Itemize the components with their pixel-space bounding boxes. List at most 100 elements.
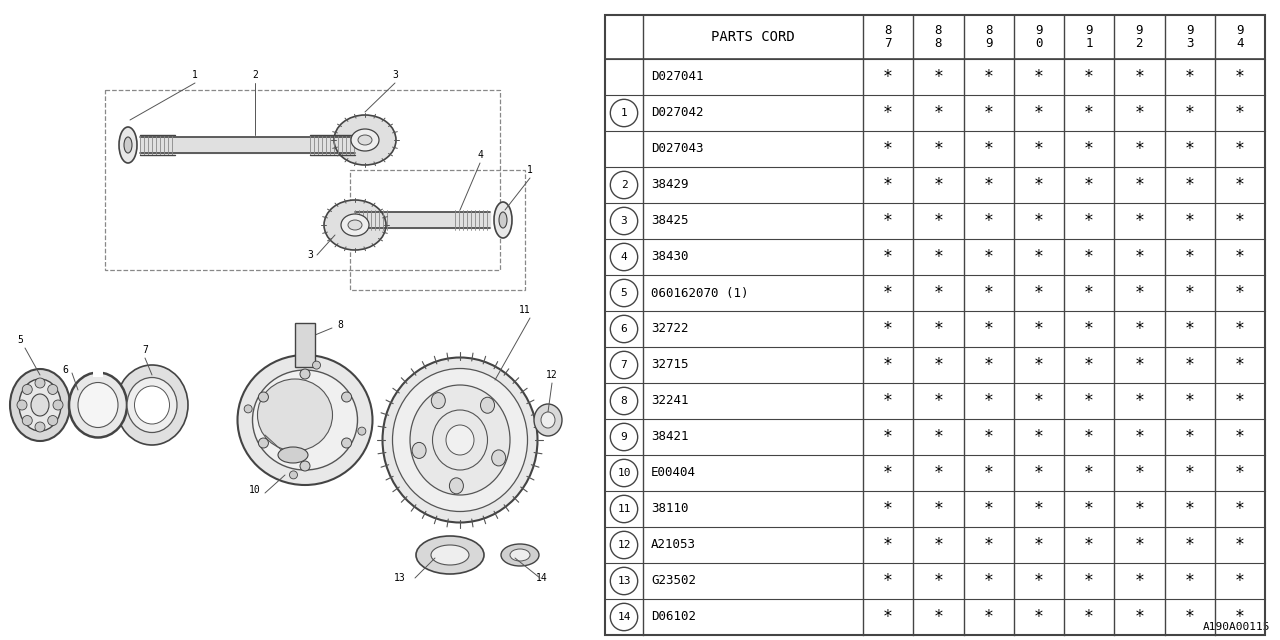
Text: 9
4: 9 4 [1236,24,1244,51]
Text: *: * [1184,284,1194,302]
Circle shape [47,385,58,394]
Text: *: * [1235,140,1245,158]
Text: *: * [883,284,893,302]
Text: 6: 6 [621,324,627,334]
Bar [105,90,500,270]
Text: *: * [1235,536,1245,554]
Circle shape [22,385,32,394]
Text: *: * [1134,428,1144,446]
Text: *: * [1235,428,1245,446]
Text: 8: 8 [337,320,343,330]
Text: 11: 11 [520,305,531,315]
Text: 4: 4 [621,252,627,262]
Text: 38110: 38110 [652,502,689,515]
Text: *: * [1134,608,1144,626]
Circle shape [342,438,352,448]
Text: *: * [1084,572,1094,590]
Circle shape [312,361,320,369]
Ellipse shape [116,365,188,445]
Text: 9
0: 9 0 [1036,24,1043,51]
Circle shape [358,427,366,435]
Text: PARTS CORD: PARTS CORD [712,30,795,44]
Text: 14: 14 [536,573,548,583]
Circle shape [289,471,297,479]
Text: *: * [1184,356,1194,374]
Circle shape [35,422,45,432]
Text: *: * [983,608,993,626]
Text: *: * [1235,464,1245,482]
Text: *: * [1134,212,1144,230]
Text: 3: 3 [307,250,312,260]
Text: *: * [1184,104,1194,122]
Text: *: * [1184,572,1194,590]
Text: *: * [1184,248,1194,266]
Text: *: * [1034,212,1044,230]
Ellipse shape [492,450,506,466]
Text: *: * [883,212,893,230]
Text: *: * [1134,572,1144,590]
Circle shape [47,415,58,426]
Text: 13: 13 [617,576,631,586]
Text: *: * [1084,608,1094,626]
Text: *: * [1134,104,1144,122]
Ellipse shape [480,397,494,413]
Text: *: * [1134,248,1144,266]
Ellipse shape [10,369,70,441]
Text: *: * [983,428,993,446]
Text: *: * [883,500,893,518]
Ellipse shape [134,386,169,424]
Text: *: * [1184,140,1194,158]
Ellipse shape [445,425,474,455]
Text: *: * [1084,536,1094,554]
Text: 13: 13 [394,573,406,583]
Text: 8: 8 [621,396,627,406]
Text: 32715: 32715 [652,358,689,371]
Text: *: * [1084,104,1094,122]
Ellipse shape [358,135,372,145]
Text: 5: 5 [17,335,23,345]
Ellipse shape [431,545,468,565]
Text: *: * [1235,68,1245,86]
Text: 9
2: 9 2 [1135,24,1143,51]
Text: *: * [1235,284,1245,302]
Text: *: * [933,608,943,626]
Text: *: * [1235,572,1245,590]
Ellipse shape [19,379,61,431]
Text: *: * [983,356,993,374]
Text: *: * [983,68,993,86]
Text: 8
7: 8 7 [884,24,892,51]
Text: 32241: 32241 [652,394,689,408]
Text: *: * [1235,356,1245,374]
Text: *: * [933,500,943,518]
Ellipse shape [416,536,484,574]
Text: *: * [933,140,943,158]
Text: D027042: D027042 [652,106,704,120]
Text: *: * [883,464,893,482]
Ellipse shape [252,370,357,470]
Text: *: * [983,500,993,518]
Text: *: * [1134,68,1144,86]
Circle shape [52,400,63,410]
Text: 9: 9 [621,432,627,442]
Text: *: * [883,536,893,554]
Text: *: * [1134,320,1144,338]
Circle shape [17,400,27,410]
Text: 14: 14 [617,612,631,622]
Ellipse shape [499,212,507,228]
Text: 11: 11 [617,504,631,514]
Text: *: * [1034,248,1044,266]
Text: 38425: 38425 [652,214,689,227]
Text: *: * [1084,212,1094,230]
Ellipse shape [257,379,333,451]
Text: *: * [883,608,893,626]
Text: *: * [883,104,893,122]
Text: D06102: D06102 [652,611,696,623]
Text: 12: 12 [617,540,631,550]
Text: *: * [1034,284,1044,302]
Text: 1: 1 [621,108,627,118]
Text: 38421: 38421 [652,431,689,444]
Text: *: * [883,320,893,338]
Text: *: * [1184,500,1194,518]
Text: *: * [933,464,943,482]
Text: 5: 5 [621,288,627,298]
